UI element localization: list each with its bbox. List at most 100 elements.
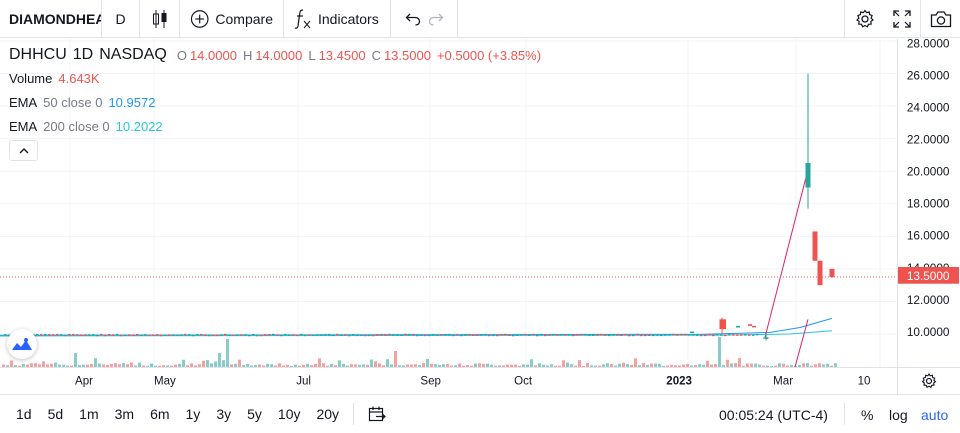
log-label: log (889, 406, 908, 423)
volume-bar (714, 364, 717, 367)
volume-bar (678, 365, 681, 367)
range-1y[interactable]: 1y (185, 406, 201, 422)
range-1m[interactable]: 1m (79, 406, 99, 422)
candle (756, 333, 759, 336)
volume-bar (118, 364, 121, 367)
time-axis-label: Sep (420, 375, 441, 387)
range-3m[interactable]: 3m (114, 406, 135, 422)
volume-bar (38, 364, 41, 367)
candle (696, 334, 699, 336)
auto-scale-toggle[interactable]: auto (921, 395, 948, 433)
volume-bar (458, 363, 461, 367)
volume-bar (758, 364, 761, 367)
legend-ohlc: O 14.0000 H 14.0000 L 13.4500 C 13.5000 +0.5… (177, 48, 541, 63)
chart-legend: DHHCU 1D NASDAQ O 14.0000 H 14.0000 L 13.45… (9, 45, 541, 138)
ema50-line (0, 317, 833, 336)
volume-bar (826, 363, 829, 367)
candle-body (763, 337, 769, 339)
candle (4, 334, 7, 336)
axis-settings-corner[interactable] (897, 367, 960, 394)
volume-bar (698, 364, 701, 367)
redo-icon[interactable] (428, 12, 444, 26)
range-3y[interactable]: 3y (216, 406, 232, 422)
volume-bar (222, 360, 225, 367)
volume-bar (718, 337, 721, 367)
candle (348, 334, 351, 337)
candle (724, 334, 727, 337)
volume-bar (178, 363, 181, 367)
ema50-params: 50 close 0 (43, 94, 103, 110)
compare-button[interactable]: Compare (180, 0, 284, 38)
candle (548, 334, 551, 336)
log-scale-toggle[interactable]: log (889, 395, 908, 433)
volume-bar (430, 363, 433, 367)
candle (376, 334, 379, 336)
interval-button[interactable]: D (102, 0, 140, 38)
range-10y[interactable]: 10y (277, 406, 301, 422)
percent-scale-toggle[interactable]: % (861, 395, 873, 433)
volume-bar (694, 365, 697, 367)
price-scale[interactable]: 28.0000 26.0000 24.0000 22.0000 20.0000 18.00… (897, 39, 960, 367)
candle (704, 334, 707, 337)
volume-bar (422, 362, 425, 367)
volume-label: Volume (9, 70, 53, 86)
legend-ema50-row[interactable]: EMA 50 close 0 10.9572 (9, 90, 541, 114)
volume-bar (618, 363, 621, 367)
range-20y[interactable]: 20y (316, 406, 340, 422)
time-axis-label: Mar (773, 375, 793, 387)
indicators-button[interactable]: Indicators (284, 0, 391, 38)
volume-bar (662, 365, 665, 367)
range-5d[interactable]: 5d (47, 406, 64, 422)
candle (72, 333, 75, 336)
goto-date-button[interactable] (360, 395, 394, 433)
legend-collapse-button[interactable] (9, 140, 38, 161)
volume-bar (382, 365, 385, 367)
volume-bar (418, 365, 421, 367)
candle (408, 333, 411, 336)
volume-bar (2, 364, 5, 367)
volume-bar (346, 365, 349, 367)
volume-bar (170, 365, 173, 367)
volume-bar (82, 364, 85, 367)
time-axis-label: Jul (296, 375, 311, 387)
chart-type-button[interactable] (140, 0, 180, 38)
tradingview-logo[interactable] (7, 329, 37, 359)
candle (420, 334, 423, 337)
candle (168, 334, 171, 336)
legend-symbol[interactable]: DHHCU (9, 46, 67, 63)
range-6m[interactable]: 6m (150, 406, 170, 422)
settings-button[interactable] (844, 0, 884, 38)
range-1d[interactable]: 1d (16, 406, 32, 422)
volume-bar (78, 365, 81, 367)
time-axis[interactable]: Apr May Jul Sep Oct 2023 Mar 10 (0, 367, 897, 394)
volume-bar (670, 364, 673, 367)
volume-bar (634, 358, 637, 367)
clock-timezone[interactable]: 00:05:24 (UTC-4) (719, 395, 828, 433)
volume-bar (198, 364, 201, 367)
volume-bar (238, 359, 241, 367)
screenshot-button[interactable] (920, 0, 960, 38)
time-axis-label: 10 (858, 375, 871, 387)
legend-ema200-row[interactable]: EMA 200 close 0 10.2022 (9, 114, 541, 138)
legend-volume-row[interactable]: Volume 4.643K (9, 66, 541, 90)
range-5y[interactable]: 5y (247, 406, 262, 422)
price-scale-labels: 28.0000 26.0000 24.0000 22.0000 20.0000 18.00… (898, 39, 960, 339)
symbol-search-button[interactable]: DIAMONDHEAD (0, 0, 102, 38)
volume-bar (602, 364, 605, 367)
candle (424, 334, 427, 337)
calendar-goto-icon (368, 406, 386, 422)
candle (604, 334, 607, 336)
volume-bar (162, 365, 165, 367)
time-axis-label: Apr (75, 375, 93, 387)
candle (176, 334, 179, 337)
volume-bar (486, 363, 489, 367)
fullscreen-button[interactable] (884, 0, 920, 38)
chart-pane[interactable] (0, 39, 897, 367)
volume-bar (306, 363, 309, 367)
volume-bar (270, 364, 273, 367)
close-value: 13.5000 (383, 47, 431, 63)
undo-icon[interactable] (405, 12, 421, 26)
candle (112, 334, 115, 336)
candle (636, 333, 639, 336)
candle (40, 334, 43, 336)
